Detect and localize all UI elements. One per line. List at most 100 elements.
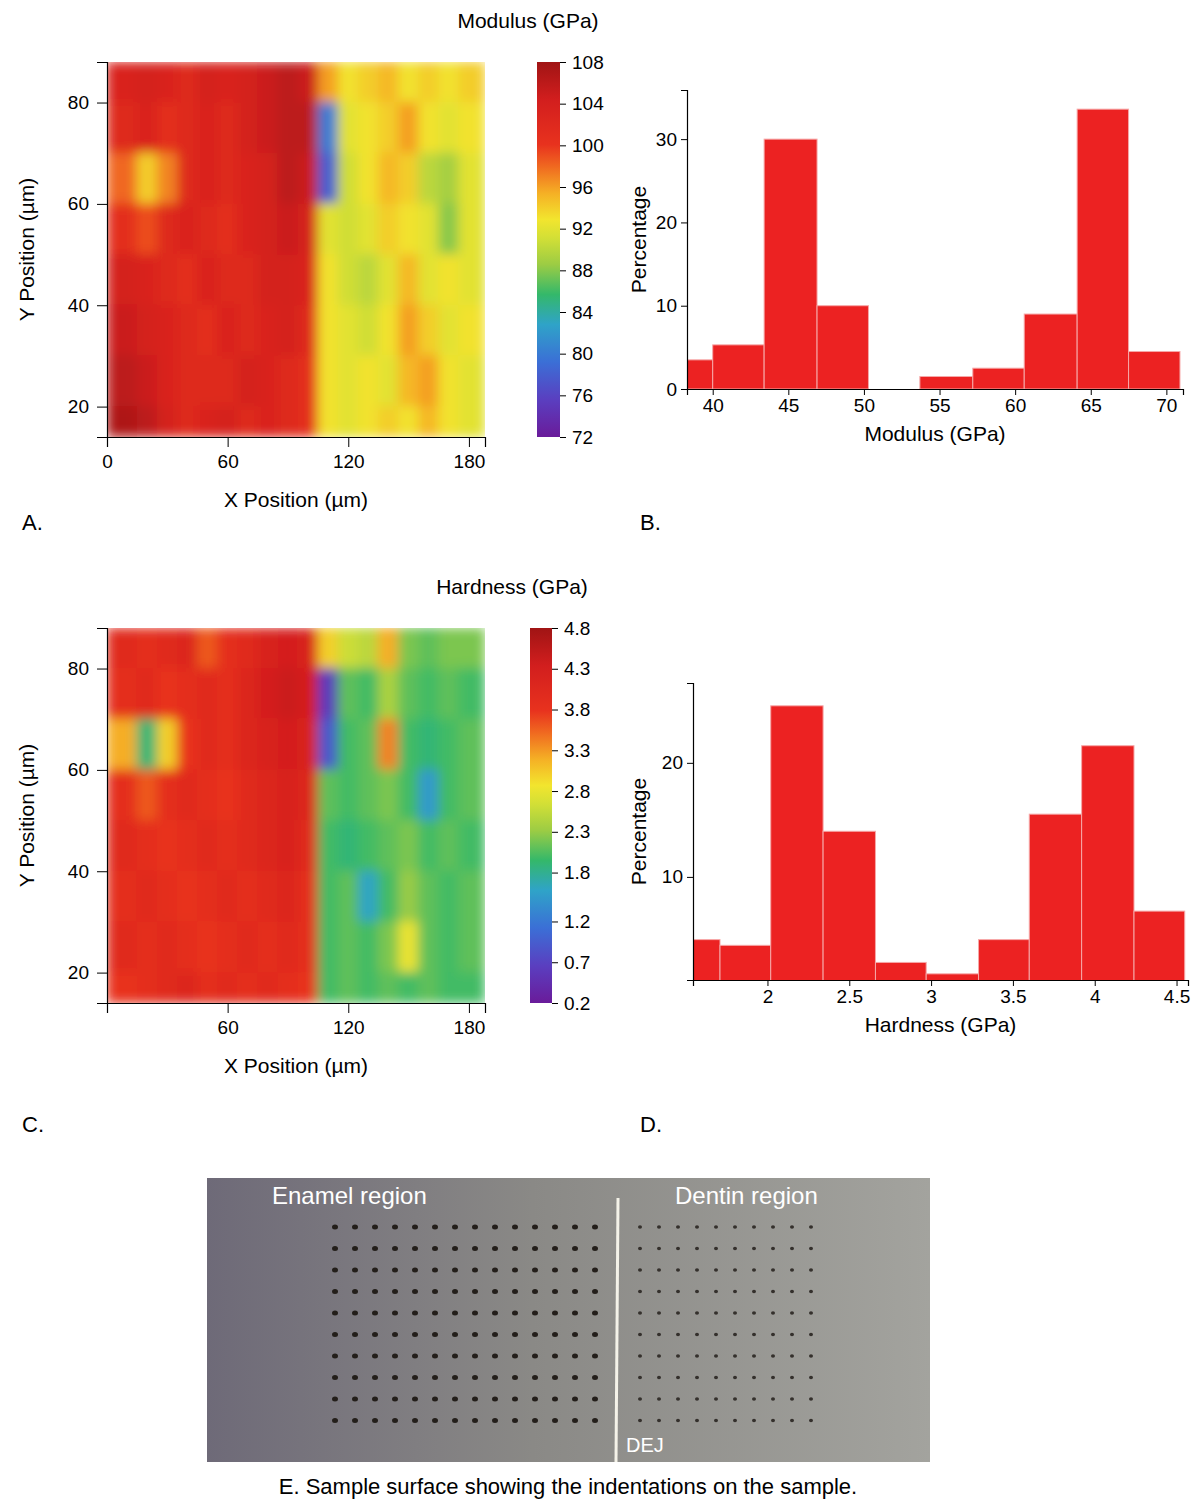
x-axis-line bbox=[688, 390, 1184, 396]
indentation bbox=[512, 1289, 518, 1294]
y-tick: 80 bbox=[68, 658, 107, 679]
heatmap-cell bbox=[237, 62, 258, 103]
heatmap-cell bbox=[197, 102, 218, 154]
photo-label: DEJ bbox=[626, 1434, 664, 1456]
indentation bbox=[452, 1268, 458, 1273]
y-axis-title: Y Position (µm) bbox=[15, 744, 38, 888]
colorbar-axis-line bbox=[553, 629, 559, 1004]
heatmap-cell bbox=[438, 769, 459, 821]
colorbar-tick-mark bbox=[560, 312, 566, 313]
colorbar-tick-label: 1.2 bbox=[564, 911, 590, 932]
indentation bbox=[432, 1225, 438, 1230]
indentation bbox=[572, 1225, 578, 1230]
colorbar-tick-mark bbox=[560, 437, 566, 438]
heatmap-cell bbox=[217, 719, 238, 771]
indentation bbox=[638, 1397, 642, 1401]
x-tick: 60 bbox=[1005, 389, 1026, 416]
heatmap-cell bbox=[107, 820, 138, 872]
heatmap-cell bbox=[418, 102, 439, 154]
indentation bbox=[532, 1332, 538, 1337]
indentation bbox=[472, 1397, 478, 1402]
colorbar-tick-mark bbox=[552, 832, 558, 833]
indentation bbox=[512, 1418, 518, 1423]
heatmap-cell bbox=[237, 355, 258, 407]
heatmap-cell bbox=[318, 628, 339, 669]
indentation bbox=[472, 1289, 478, 1294]
heatmap-cell bbox=[398, 153, 419, 205]
indentation bbox=[592, 1418, 598, 1423]
colorbar-tick-label: 72 bbox=[572, 427, 593, 448]
heatmap-cell bbox=[358, 355, 379, 407]
heatmap-cell bbox=[217, 406, 238, 437]
heatmap-cell bbox=[338, 820, 359, 872]
x-tick: 45 bbox=[778, 389, 799, 416]
indentation bbox=[657, 1397, 661, 1401]
indentation bbox=[733, 1333, 737, 1337]
indentation bbox=[432, 1246, 438, 1251]
panel-label: B. bbox=[640, 510, 661, 535]
indentation bbox=[809, 1311, 813, 1315]
colorbar-tick-label: 3.8 bbox=[564, 699, 590, 720]
heatmap-cell bbox=[458, 102, 485, 154]
heatmap-cell bbox=[298, 305, 319, 357]
heatmap-cell bbox=[358, 871, 379, 923]
indentation bbox=[512, 1354, 518, 1359]
colorbar-tick-mark bbox=[560, 187, 566, 188]
indentation bbox=[733, 1419, 737, 1423]
panel-label: C. bbox=[22, 1112, 44, 1137]
indentation bbox=[532, 1225, 538, 1230]
indentation bbox=[512, 1375, 518, 1380]
heatmap-cell bbox=[197, 355, 218, 407]
colorbar-tick: 84 bbox=[560, 302, 594, 323]
indentation bbox=[695, 1311, 699, 1315]
indentation bbox=[472, 1375, 478, 1380]
x-tick-label: 180 bbox=[454, 451, 486, 472]
x-tick-label: 55 bbox=[929, 395, 950, 416]
heatmap-cell bbox=[277, 153, 298, 205]
heatmap-cell bbox=[177, 769, 198, 821]
histogram-bar bbox=[720, 945, 771, 980]
indentation bbox=[412, 1332, 418, 1337]
heatmap-cell bbox=[458, 355, 485, 407]
indentation bbox=[332, 1225, 338, 1230]
indentation bbox=[809, 1397, 813, 1401]
heatmap-cell bbox=[107, 305, 138, 357]
histogram-bar bbox=[973, 368, 1024, 389]
x-tick: 0 bbox=[102, 437, 113, 472]
x-tick-mark bbox=[788, 389, 789, 395]
panel-label: A. bbox=[22, 510, 43, 535]
indentation bbox=[695, 1225, 699, 1229]
indentation bbox=[809, 1354, 813, 1358]
heatmap-cell bbox=[217, 972, 238, 1003]
heatmap-cell bbox=[438, 972, 459, 1003]
indentation bbox=[532, 1268, 538, 1273]
heatmap-cell bbox=[298, 62, 319, 103]
indentation bbox=[492, 1354, 498, 1359]
heatmap-cell bbox=[418, 406, 439, 437]
indentation bbox=[392, 1354, 398, 1359]
heatmap-cell bbox=[157, 355, 178, 407]
indentation bbox=[592, 1289, 598, 1294]
indentation bbox=[432, 1268, 438, 1273]
heatmap-cell bbox=[378, 921, 399, 973]
heatmap-cell bbox=[338, 203, 359, 255]
heatmap-cell bbox=[358, 769, 379, 821]
colorbar-tick-mark bbox=[560, 270, 566, 271]
heatmap-cell bbox=[318, 355, 339, 407]
x-axis-title: X Position (µm) bbox=[224, 1054, 368, 1077]
heatmap-cell bbox=[257, 62, 278, 103]
indentation bbox=[352, 1397, 358, 1402]
colorbar-axis: 4.84.33.83.32.82.31.81.20.70.2 bbox=[552, 618, 590, 1014]
colorbar-tick-label: 2.8 bbox=[564, 781, 590, 802]
heatmap-cell bbox=[418, 203, 439, 255]
indentation bbox=[714, 1419, 718, 1423]
x-tick-label: 70 bbox=[1156, 395, 1177, 416]
indentation bbox=[432, 1311, 438, 1316]
indentation bbox=[638, 1225, 642, 1229]
indentation bbox=[512, 1332, 518, 1337]
indentation bbox=[432, 1418, 438, 1423]
heatmap-cell bbox=[277, 406, 298, 437]
y-tick: 20 bbox=[68, 396, 107, 417]
heatmap-cell bbox=[318, 203, 339, 255]
histogram-bar bbox=[1024, 314, 1077, 389]
